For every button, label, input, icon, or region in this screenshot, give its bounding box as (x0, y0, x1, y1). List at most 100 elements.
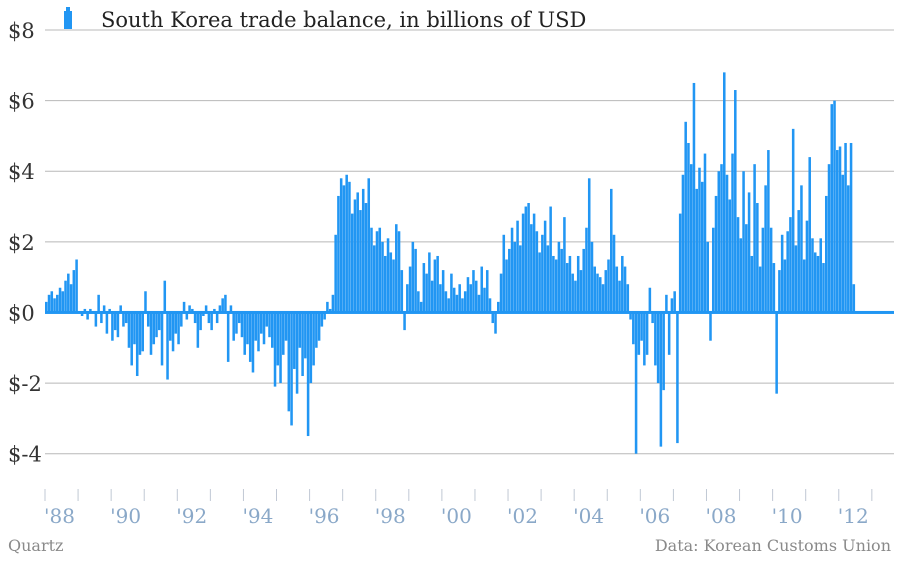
bar (643, 312, 646, 366)
bar (364, 203, 368, 313)
bar (626, 284, 630, 313)
bar (411, 241, 415, 313)
bar (654, 312, 657, 366)
bar (543, 220, 547, 313)
bar (711, 227, 715, 313)
bar (601, 284, 605, 313)
bar (800, 185, 803, 313)
bar (400, 270, 404, 313)
bar (541, 234, 544, 313)
bar (204, 305, 208, 313)
bar (378, 227, 382, 313)
y-tick-label: $8 (8, 19, 35, 43)
bar (273, 312, 277, 387)
bar (144, 291, 147, 313)
bar (648, 287, 652, 313)
bar (598, 277, 602, 313)
bar (461, 298, 464, 313)
bar (80, 312, 84, 316)
bar (750, 255, 754, 313)
x-axis: '88 '90 '92 '94 '96 '98 '00 '02 '04 '06 '08 '10 '12 (44, 489, 873, 528)
bar (226, 312, 230, 362)
bar (681, 174, 685, 313)
x-tick-label: '98 (375, 504, 406, 528)
bar (149, 312, 153, 355)
bar (417, 291, 420, 313)
bar (169, 312, 172, 341)
bar (124, 312, 128, 324)
bar (811, 238, 814, 313)
bar (45, 301, 48, 313)
bar (188, 305, 191, 313)
bar (86, 312, 89, 320)
bar (116, 312, 120, 338)
bar (320, 312, 324, 327)
bar (309, 312, 313, 384)
bar (582, 248, 585, 313)
bar (673, 291, 676, 313)
bar (557, 241, 561, 313)
bar (764, 185, 767, 313)
bar (695, 188, 698, 313)
bar (637, 312, 641, 355)
bar (152, 312, 156, 345)
bar (248, 312, 252, 362)
bar (563, 217, 566, 313)
bar (276, 312, 280, 366)
legend: South Korea trade balance, in billions o… (64, 7, 586, 32)
bar (516, 220, 519, 313)
bar (295, 312, 299, 394)
bar (146, 312, 150, 327)
bar (271, 312, 274, 348)
y-tick-label: $4 (8, 160, 35, 184)
bar (182, 301, 186, 313)
legend-label: South Korea trade balance, in billions o… (101, 8, 586, 32)
bar (58, 287, 62, 313)
bar (240, 312, 244, 338)
bar (430, 280, 434, 313)
legend-swatch-icon (64, 7, 72, 29)
bar (210, 312, 213, 331)
bar (348, 181, 351, 313)
bar (433, 259, 437, 313)
bar (725, 174, 729, 313)
bar (160, 312, 164, 366)
x-tick-label: '10 (772, 504, 803, 528)
bar (623, 266, 627, 313)
bar (102, 305, 106, 313)
bar (830, 104, 834, 313)
bar (480, 266, 484, 313)
bar (306, 312, 310, 437)
bar (75, 259, 78, 313)
bar (723, 72, 726, 313)
source-label: Data: Korean Customs Union (654, 536, 891, 555)
bar (133, 312, 136, 345)
bar (268, 312, 271, 338)
y-tick-label: $-2 (8, 372, 42, 396)
bar (607, 259, 610, 313)
bar (816, 255, 820, 313)
bar (527, 203, 530, 313)
bar (284, 312, 288, 341)
bar (756, 203, 759, 313)
bar (166, 312, 169, 380)
x-tick-label: '96 (309, 504, 340, 528)
bar (667, 312, 671, 355)
bar (108, 308, 111, 313)
bar (356, 192, 359, 313)
bar (761, 227, 765, 313)
bar (279, 312, 282, 384)
bar (463, 291, 467, 313)
x-tick-label: '02 (507, 504, 538, 528)
bar (127, 312, 131, 348)
bar (521, 213, 525, 313)
bar (135, 312, 139, 377)
bar (221, 298, 224, 313)
bar (483, 287, 486, 313)
bar (474, 280, 478, 313)
bar (560, 248, 563, 313)
bar (662, 312, 665, 391)
bar (381, 241, 384, 313)
bar (585, 227, 588, 313)
x-tick-label: '04 (573, 504, 604, 528)
